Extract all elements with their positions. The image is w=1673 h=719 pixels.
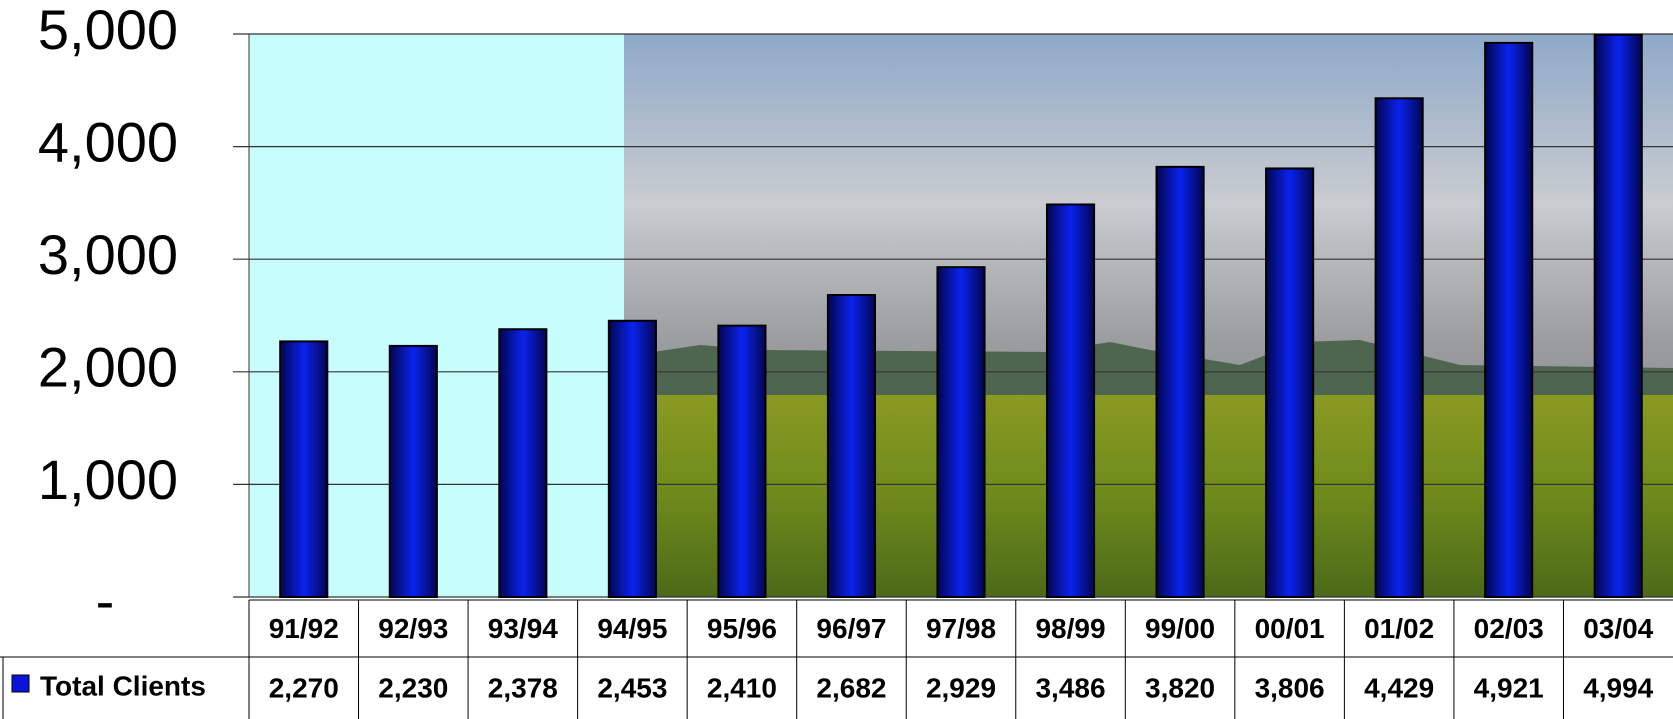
x-tick-label: 92/93 [378, 613, 448, 644]
grid: - 1,000 2,000 3,000 4,000 5,000 [38, 0, 1673, 632]
bar [1484, 41, 1534, 599]
bar [388, 344, 438, 599]
bar [936, 266, 986, 598]
data-label: 3,806 [1255, 672, 1325, 703]
x-tick-label: 98/99 [1035, 613, 1105, 644]
bar [1265, 167, 1315, 598]
data-label: 4,429 [1364, 672, 1434, 703]
bar [1374, 97, 1424, 599]
y-tick-label: 3,000 [38, 223, 178, 286]
data-label: 2,453 [597, 672, 667, 703]
x-tick-label: 01/02 [1364, 613, 1434, 644]
data-label: 2,410 [707, 672, 777, 703]
x-tick-label: 02/03 [1474, 613, 1544, 644]
data-label: 3,486 [1035, 672, 1105, 703]
bar [1045, 203, 1096, 598]
bar [498, 328, 548, 598]
x-tick-label: 96/97 [816, 613, 886, 644]
bar [717, 324, 767, 598]
data-table: Total Clients 91/92 2,270 92/93 2,230 93/94 2… [0, 599, 1673, 719]
bar [279, 340, 329, 599]
data-label: 3,820 [1145, 672, 1215, 703]
data-label: 4,921 [1474, 672, 1544, 703]
data-label: 2,929 [926, 672, 996, 703]
data-label: 2,230 [378, 672, 448, 703]
x-tick-label: 03/04 [1583, 613, 1653, 644]
x-tick-label: 95/96 [707, 613, 777, 644]
data-label: 2,270 [269, 672, 339, 703]
data-label: 4,994 [1583, 672, 1653, 703]
legend-label: Total Clients [40, 670, 206, 701]
data-label: 2,378 [488, 672, 558, 703]
bars [279, 33, 1643, 599]
y-tick-label: - [96, 569, 115, 632]
bar [1593, 33, 1643, 598]
bar [1155, 165, 1205, 598]
x-tick-label: 94/95 [597, 613, 667, 644]
y-tick-label: 2,000 [38, 336, 178, 399]
x-tick-label: 00/01 [1255, 613, 1325, 644]
data-label: 2,682 [816, 672, 886, 703]
x-tick-label: 93/94 [488, 613, 558, 644]
y-tick-label: 1,000 [38, 448, 178, 511]
x-tick-label: 99/00 [1145, 613, 1215, 644]
y-tick-label: 5,000 [38, 0, 178, 61]
y-tick-label: 4,000 [38, 110, 178, 173]
x-tick-label: 97/98 [926, 613, 996, 644]
bar [826, 294, 877, 598]
legend-swatch [11, 674, 30, 693]
x-tick-label: 91/92 [269, 613, 339, 644]
bar [607, 319, 657, 598]
